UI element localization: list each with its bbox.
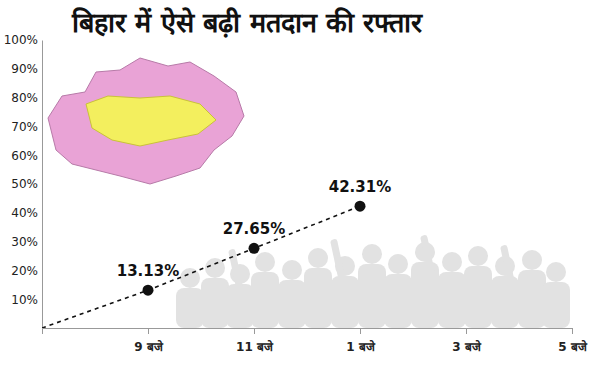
y-tick-label: 90% [11,62,38,76]
point [143,285,154,296]
crowd-body [304,268,332,328]
x-tick-mark [466,328,467,334]
y-tick-label: 20% [11,264,38,278]
y-tick: 30% [11,235,42,249]
y-tick: 100% [4,33,42,47]
y-tick: 80% [11,91,42,105]
map-outer [48,58,244,184]
y-tick-label: 60% [11,149,38,163]
x-tick-mark [360,328,361,334]
x-tick: 5 बजे [558,328,588,354]
data-label: 27.65% [223,220,285,238]
x-tick-mark [572,328,573,334]
data-label: 42.31% [329,178,391,196]
crowd-arm [330,239,346,284]
plot-area [42,201,366,328]
y-tick: 20% [11,264,42,278]
x-tick: 1 बजे [346,328,376,354]
crowd-head [255,252,275,272]
crowd-head [180,268,200,288]
bihar-map [48,58,244,184]
point [355,201,366,212]
crowd-body [176,288,204,328]
crowd-body [358,264,386,328]
crowd-body [438,272,466,328]
y-tick: 60% [11,149,42,163]
y-tick-label: 100% [4,33,38,47]
crowd-head [308,248,328,268]
crowd-arm [420,235,436,280]
crowd-body [411,262,439,328]
x-axis-line [43,329,573,335]
crowd-body [201,278,229,328]
point [249,243,260,254]
crowd-body [251,272,279,328]
y-tick: 50% [11,177,42,191]
y-axis: 10% 20% 30% 40% 50% 60% 70% 80% 90% 100% [4,33,43,328]
crowd-arm [228,249,244,294]
y-tick-label: 10% [11,293,38,307]
x-tick: 11 बजे [236,328,274,354]
crowd-body [542,282,570,328]
crowd-head [468,246,488,266]
x-axis: 9 बजे 11 बजे 1 बजे 3 बजे 5 बजे [43,328,588,354]
y-tick-label: 70% [11,120,38,134]
x-tick: 9 बजे [134,328,164,354]
x-tick-label: 9 बजे [134,340,164,354]
x-tick: 3 बजे [452,328,482,354]
data-labels: 13.13% 27.65% 42.31% [117,178,391,280]
chart: 10% 20% 30% 40% 50% 60% 70% 80% 90% 100% 9 बजे 11 ब… [0,0,600,380]
crowd-head [388,254,408,274]
crowd-arm [500,245,516,290]
y-tick: 40% [11,206,42,220]
y-tick-label: 40% [11,206,38,220]
title: बिहार में ऐसे बढ़ी मतदान की रफ्तार [71,7,423,38]
x-tick-label: 3 बजे [452,340,482,354]
y-tick-label: 80% [11,91,38,105]
y-axis-line [42,41,43,329]
turnout-line [42,206,360,328]
x-tick-mark [254,328,255,334]
crowd-body [464,266,492,328]
data-label: 13.13% [117,262,179,280]
map-inner [86,96,216,146]
crowd-body [384,274,412,328]
crowd-body [331,276,359,328]
x-tick-mark [148,328,149,334]
crowd-head [282,260,302,280]
x-tick-label: 1 बजे [346,340,376,354]
crowd-head [442,252,462,272]
x-tick-label: 5 बजे [558,340,588,354]
y-tick-label: 30% [11,235,38,249]
y-tick: 10% [11,293,42,307]
crowd-silhouette [176,235,570,328]
y-tick: 90% [11,62,42,76]
crowd-head [546,262,566,282]
crowd-head [362,244,382,264]
y-tick-label: 50% [11,177,38,191]
x-tick-label: 11 बजे [236,340,274,354]
y-tick: 70% [11,120,42,134]
crowd-head [522,250,542,270]
crowd-body [278,280,306,328]
crowd-body [518,270,546,328]
